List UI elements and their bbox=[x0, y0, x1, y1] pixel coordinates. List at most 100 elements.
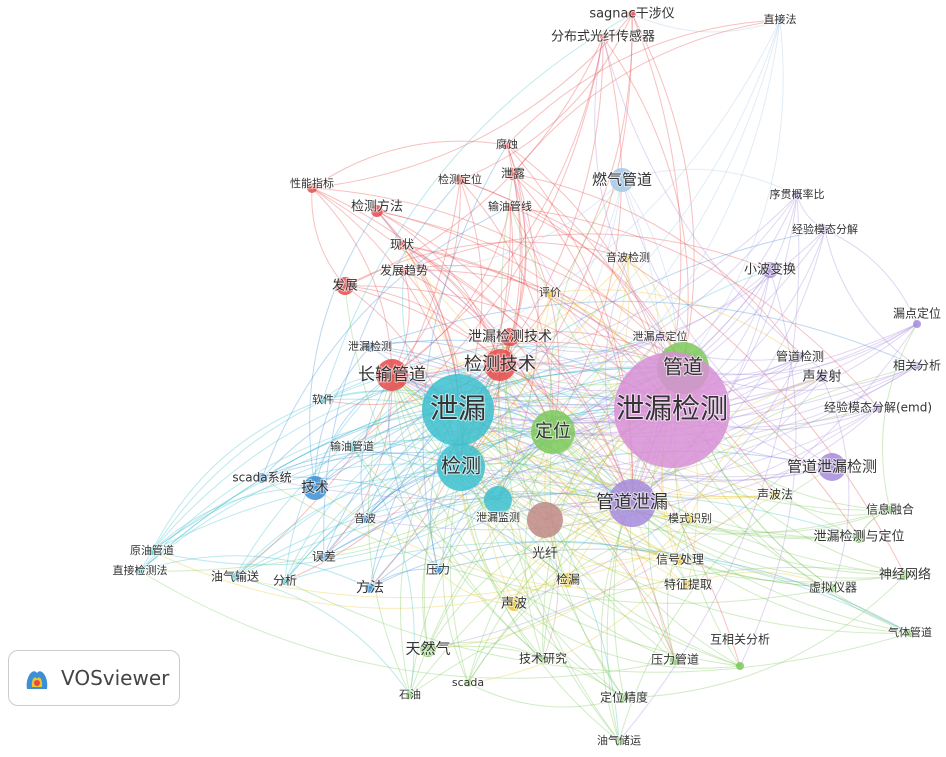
link bbox=[369, 346, 633, 504]
link bbox=[311, 187, 676, 661]
link bbox=[631, 13, 781, 33]
node bbox=[771, 491, 779, 499]
link bbox=[351, 439, 633, 504]
link bbox=[139, 367, 684, 572]
link bbox=[631, 407, 879, 504]
link bbox=[151, 475, 633, 552]
link bbox=[513, 557, 681, 605]
node-label: 泄漏检测 bbox=[616, 392, 728, 425]
node bbox=[336, 277, 354, 295]
link bbox=[261, 365, 918, 500]
node bbox=[685, 514, 695, 524]
link bbox=[631, 376, 823, 504]
node-label: 声波法 bbox=[757, 488, 793, 502]
link bbox=[151, 463, 462, 552]
node-label: 检漏 bbox=[556, 572, 580, 587]
node-label: 信号处理 bbox=[656, 553, 704, 567]
link bbox=[311, 13, 633, 189]
node-label: 光纤 bbox=[532, 547, 558, 562]
link bbox=[460, 407, 879, 485]
link bbox=[602, 36, 879, 409]
link bbox=[631, 229, 826, 504]
node-label: 特征提取 bbox=[664, 577, 712, 592]
node bbox=[319, 396, 327, 404]
node bbox=[503, 141, 511, 149]
link bbox=[422, 144, 508, 571]
link bbox=[552, 431, 833, 481]
link bbox=[388, 374, 439, 571]
node bbox=[624, 254, 632, 262]
node-label: 经验模态分解(emd) bbox=[824, 400, 932, 415]
node-label: 压力 bbox=[426, 563, 450, 577]
link bbox=[459, 179, 906, 576]
link bbox=[824, 229, 918, 367]
link bbox=[467, 365, 918, 684]
node-label: 管道泄漏 bbox=[596, 492, 668, 513]
link bbox=[261, 476, 569, 581]
link bbox=[401, 244, 776, 496]
node bbox=[628, 10, 636, 18]
link bbox=[391, 374, 741, 667]
link bbox=[500, 173, 625, 699]
link bbox=[821, 376, 850, 589]
link bbox=[482, 364, 515, 605]
node-label: scada系统 bbox=[232, 471, 291, 485]
link bbox=[457, 409, 833, 482]
link bbox=[391, 374, 499, 501]
node-label: 声波 bbox=[501, 597, 527, 612]
link bbox=[402, 270, 462, 468]
link bbox=[739, 269, 797, 667]
link bbox=[460, 466, 689, 586]
link bbox=[499, 364, 891, 511]
link bbox=[552, 19, 781, 433]
link bbox=[234, 492, 860, 578]
link bbox=[234, 494, 776, 599]
link bbox=[369, 540, 681, 589]
link bbox=[234, 576, 411, 696]
link bbox=[151, 399, 324, 552]
node bbox=[281, 577, 289, 585]
link bbox=[549, 292, 633, 504]
link bbox=[344, 285, 544, 660]
link bbox=[774, 494, 891, 516]
logo-icon bbox=[26, 671, 48, 689]
link bbox=[369, 346, 554, 433]
node-label: 方法 bbox=[356, 580, 384, 596]
node bbox=[365, 583, 375, 593]
node-label: 神经网络 bbox=[879, 567, 931, 583]
link bbox=[631, 194, 798, 504]
node-label: 误差 bbox=[312, 550, 336, 564]
node bbox=[320, 553, 328, 561]
node bbox=[793, 191, 801, 199]
link bbox=[151, 499, 499, 566]
link bbox=[311, 140, 508, 189]
link bbox=[498, 364, 546, 521]
node-label: 长输管道 bbox=[358, 365, 426, 385]
node-label: 定位精度 bbox=[600, 690, 648, 705]
node bbox=[900, 570, 910, 580]
links bbox=[139, 13, 918, 742]
link bbox=[401, 244, 633, 504]
node-label: 泄漏检测与定位 bbox=[813, 529, 904, 545]
node-label: 定位 bbox=[535, 421, 571, 442]
node bbox=[398, 241, 406, 249]
link bbox=[151, 550, 569, 609]
node bbox=[422, 374, 494, 446]
node bbox=[434, 566, 442, 574]
link bbox=[323, 431, 554, 558]
node bbox=[361, 515, 369, 523]
node-label: 技术研究 bbox=[519, 651, 567, 666]
link bbox=[512, 173, 801, 358]
link bbox=[323, 179, 461, 558]
node bbox=[507, 168, 519, 180]
node bbox=[347, 442, 357, 452]
link bbox=[437, 548, 911, 634]
link bbox=[311, 187, 554, 433]
link bbox=[322, 13, 633, 401]
link bbox=[403, 233, 771, 272]
link bbox=[344, 241, 629, 287]
link bbox=[427, 518, 691, 650]
node bbox=[886, 506, 894, 514]
link bbox=[499, 336, 661, 371]
link bbox=[151, 487, 316, 552]
